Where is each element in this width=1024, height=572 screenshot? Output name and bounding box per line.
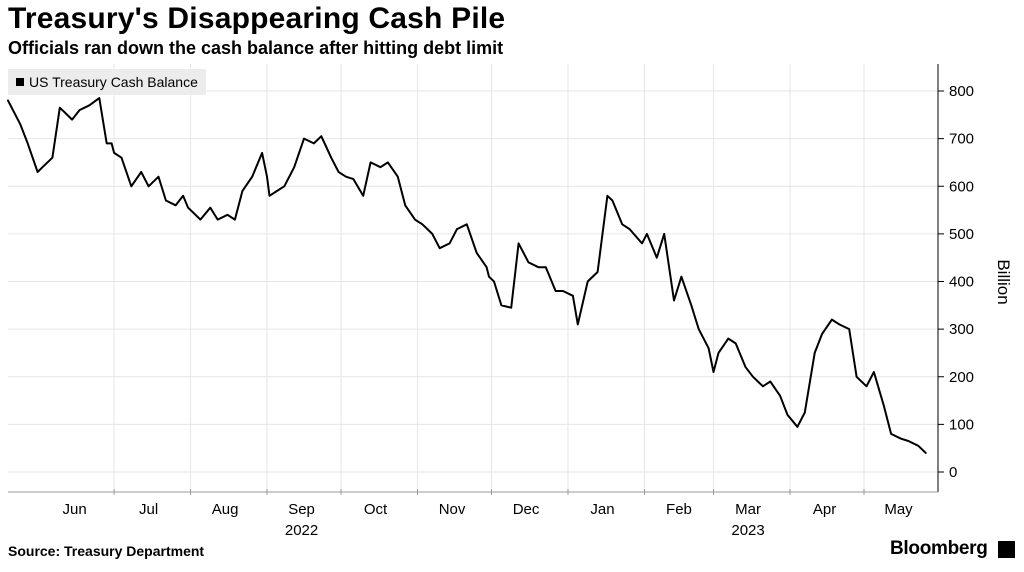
chart-subtitle: Officials ran down the cash balance afte… [8,38,504,58]
y-axis-label: Billion [994,259,1013,304]
chart-title: Treasury's Disappearing Cash Pile [8,2,506,35]
bloomberg-logo-icon [998,541,1015,558]
x-tick-label: May [884,501,913,518]
y-tick-label: 200 [949,369,974,386]
y-tick-label: 700 [949,131,974,148]
x-tick-label: Feb [666,501,692,518]
y-tick-label: 600 [949,178,974,195]
brand-wordmark: Bloomberg [890,538,988,559]
y-tick-label: 400 [949,274,974,291]
x-tick-label: Nov [439,501,466,518]
y-tick-label: 100 [949,416,974,433]
x-tick-label: Apr [813,501,836,518]
x-tick-label: Oct [364,501,388,518]
legend-swatch [16,78,24,86]
x-tick-label: Aug [212,501,239,518]
source-note: Source: Treasury Department [8,543,205,559]
series-line [7,97,927,454]
x-tick-label: Jul [139,501,158,518]
x-year-label: 2023 [731,522,764,539]
x-tick-label: Jun [63,501,87,518]
x-year-label: 2022 [285,522,318,539]
y-tick-label: 300 [949,321,974,338]
x-tick-label: Mar [735,501,761,518]
y-tick-label: 500 [949,226,974,243]
x-tick-label: Jan [590,501,614,518]
chart-legend: US Treasury Cash Balance [8,69,206,95]
y-tick-label: 800 [949,83,974,100]
y-tick-label: 0 [949,464,957,481]
legend-label: US Treasury Cash Balance [29,74,198,90]
x-tick-label: Dec [513,501,540,518]
x-tick-label: Sep [288,501,315,518]
